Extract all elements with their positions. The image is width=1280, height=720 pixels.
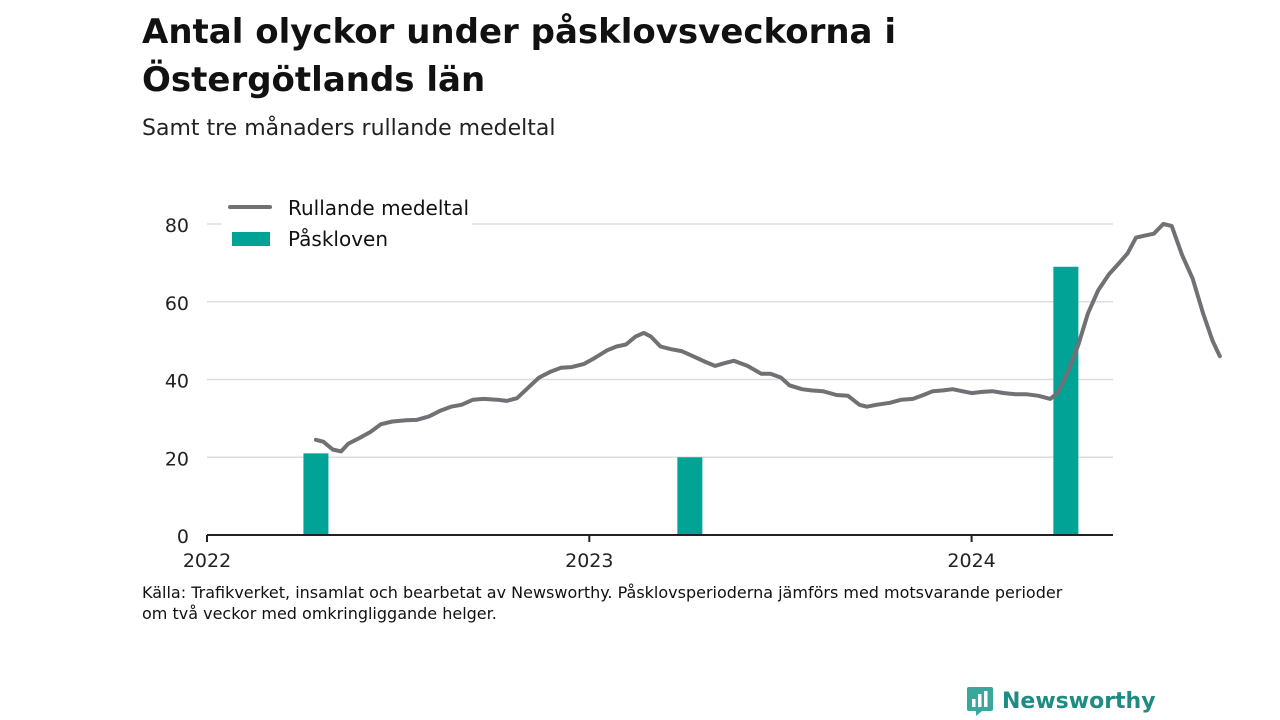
chart-title: Antal olyckor under påsklovsveckorna i Ö… [142,12,896,100]
bar-paskloven [303,453,329,535]
x-tick-label: 2023 [565,550,613,572]
y-tick-label: 40 [165,371,189,393]
brand-name: Newsworthy [1002,688,1156,714]
y-tick-label: 60 [165,293,189,315]
x-tick-marks [206,535,973,542]
newsworthy-logo-icon [967,687,993,716]
y-tick-label: 20 [165,448,189,470]
legend-label-bar: Påskloven [288,227,388,251]
y-tick-label: 80 [165,215,189,237]
legend-label-line: Rullande medeltal [288,196,469,220]
bar-paskloven [1053,266,1079,535]
brand-logo[interactable]: Newsworthy [966,684,1156,718]
x-tick-labels: 2022 2023 2024 [183,550,996,572]
y-tick-labels: 0 20 40 60 80 [165,215,189,548]
source-line-2: om två veckor med omkringliggande helger… [142,604,497,623]
bar-paskloven [677,457,703,535]
chart-subtitle: Samt tre månaders rullande medeltal [142,116,556,141]
grid-lines [207,223,1113,458]
series-line-rullande-medeltal [313,222,1222,454]
chart: 0 20 40 60 80 2022 2023 2024 Rullande medeltal… [165,196,1222,572]
x-tick-label: 2024 [947,550,995,572]
source-note: Källa: Trafikverket, insamlat och bearbe… [142,582,1102,624]
x-tick-label: 2022 [183,550,231,572]
legend-bar-swatch [232,232,270,246]
source-line-1: Källa: Trafikverket, insamlat och bearbe… [142,583,1063,602]
bars [303,266,1079,535]
legend: Rullande medeltal Påskloven [222,196,472,256]
y-tick-label: 0 [177,526,189,548]
